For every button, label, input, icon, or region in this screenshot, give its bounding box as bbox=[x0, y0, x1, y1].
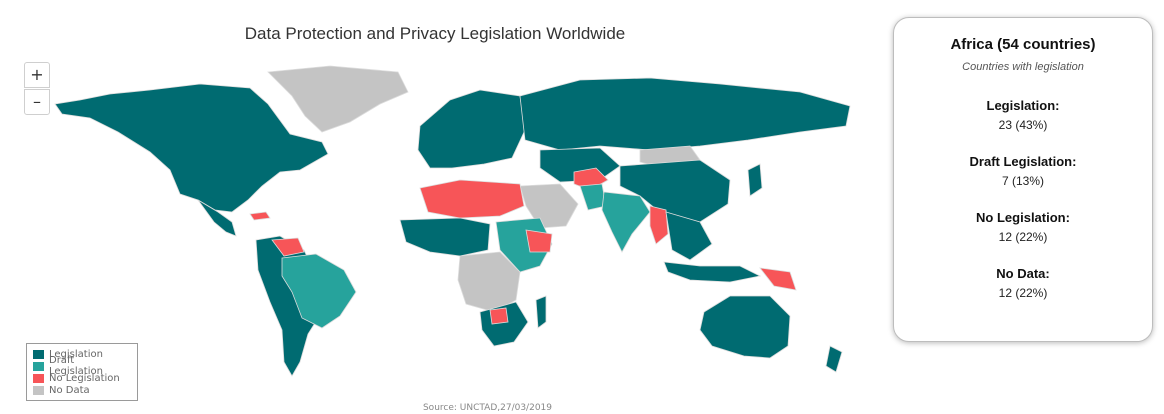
stat-value: 12 (22%) bbox=[998, 286, 1048, 300]
stat-legislation: Legislation: 23 (43%) bbox=[894, 98, 1152, 132]
legend-item-no-legislation[interactable]: No Legislation bbox=[33, 372, 131, 384]
legend-swatch bbox=[33, 385, 44, 395]
north-america-region[interactable] bbox=[54, 83, 329, 213]
map-legend: Legislation Draft Legislation No Legisla… bbox=[26, 343, 138, 401]
new-zealand-region[interactable] bbox=[825, 345, 843, 373]
greenland-region[interactable] bbox=[267, 65, 409, 133]
stat-no-data: No Data: 12 (22%) bbox=[894, 266, 1152, 300]
venezuela-region[interactable] bbox=[271, 237, 305, 257]
zimbabwe-region[interactable] bbox=[489, 307, 509, 325]
stat-label: Legislation: bbox=[986, 98, 1060, 113]
panel-subtitle: Countries with legislation bbox=[962, 61, 1084, 73]
stat-value: 12 (22%) bbox=[998, 230, 1048, 244]
stat-label: No Data: bbox=[996, 266, 1050, 281]
stat-label: No Legislation: bbox=[976, 210, 1070, 225]
map-area[interactable]: Data Protection and Privacy Legislation … bbox=[0, 0, 870, 414]
legend-label: No Legislation bbox=[49, 372, 120, 384]
australia-region[interactable] bbox=[699, 295, 791, 359]
info-panel: Africa (54 countries) Countries with leg… bbox=[893, 17, 1153, 342]
zoom-out-button[interactable]: – bbox=[24, 89, 50, 115]
legend-item-draft-legislation[interactable]: Draft Legislation bbox=[33, 355, 131, 377]
legend-label: Draft Legislation bbox=[49, 355, 103, 377]
stat-value: 23 (43%) bbox=[998, 118, 1048, 132]
source-credit[interactable]: Source: UNCTAD,27/03/2019 bbox=[422, 403, 552, 413]
panel-title: Africa (54 countries) bbox=[950, 36, 1096, 53]
india-region[interactable] bbox=[601, 191, 651, 253]
japan-region[interactable] bbox=[747, 163, 763, 197]
cuba-region[interactable] bbox=[249, 211, 271, 221]
legend-label: Legislation bbox=[49, 348, 103, 360]
europe-region[interactable] bbox=[417, 89, 526, 169]
legend-swatch bbox=[33, 349, 44, 359]
russia-region[interactable] bbox=[519, 77, 851, 151]
brazil-region[interactable] bbox=[281, 253, 357, 329]
central-america-region[interactable] bbox=[197, 199, 237, 237]
stat-no-legislation: No Legislation: 12 (22%) bbox=[894, 210, 1152, 244]
legend-item-legislation[interactable]: Legislation bbox=[33, 348, 131, 360]
legend-label: No Data bbox=[49, 384, 90, 396]
southeast-asia-region[interactable] bbox=[665, 211, 713, 261]
stat-draft-legislation: Draft Legislation: 7 (13%) bbox=[894, 154, 1152, 188]
indonesia-region[interactable] bbox=[663, 261, 762, 283]
middle-east-region[interactable] bbox=[519, 183, 579, 229]
map-title: Data Protection and Privacy Legislation … bbox=[244, 24, 626, 43]
madagascar-region[interactable] bbox=[535, 295, 547, 329]
legend-swatch bbox=[33, 361, 44, 371]
myanmar-region[interactable] bbox=[649, 205, 669, 245]
png-region[interactable] bbox=[759, 267, 797, 291]
world-map[interactable] bbox=[40, 60, 855, 400]
stat-value: 7 (13%) bbox=[1001, 174, 1045, 188]
zoom-in-button[interactable]: + bbox=[24, 62, 50, 88]
stat-label: Draft Legislation: bbox=[969, 154, 1077, 169]
legend-item-no-data[interactable]: No Data bbox=[33, 384, 131, 396]
africa-north-region[interactable] bbox=[419, 179, 525, 219]
legend-swatch bbox=[33, 373, 44, 383]
ethiopia-region[interactable] bbox=[525, 229, 553, 253]
africa-west-region[interactable] bbox=[399, 217, 491, 257]
